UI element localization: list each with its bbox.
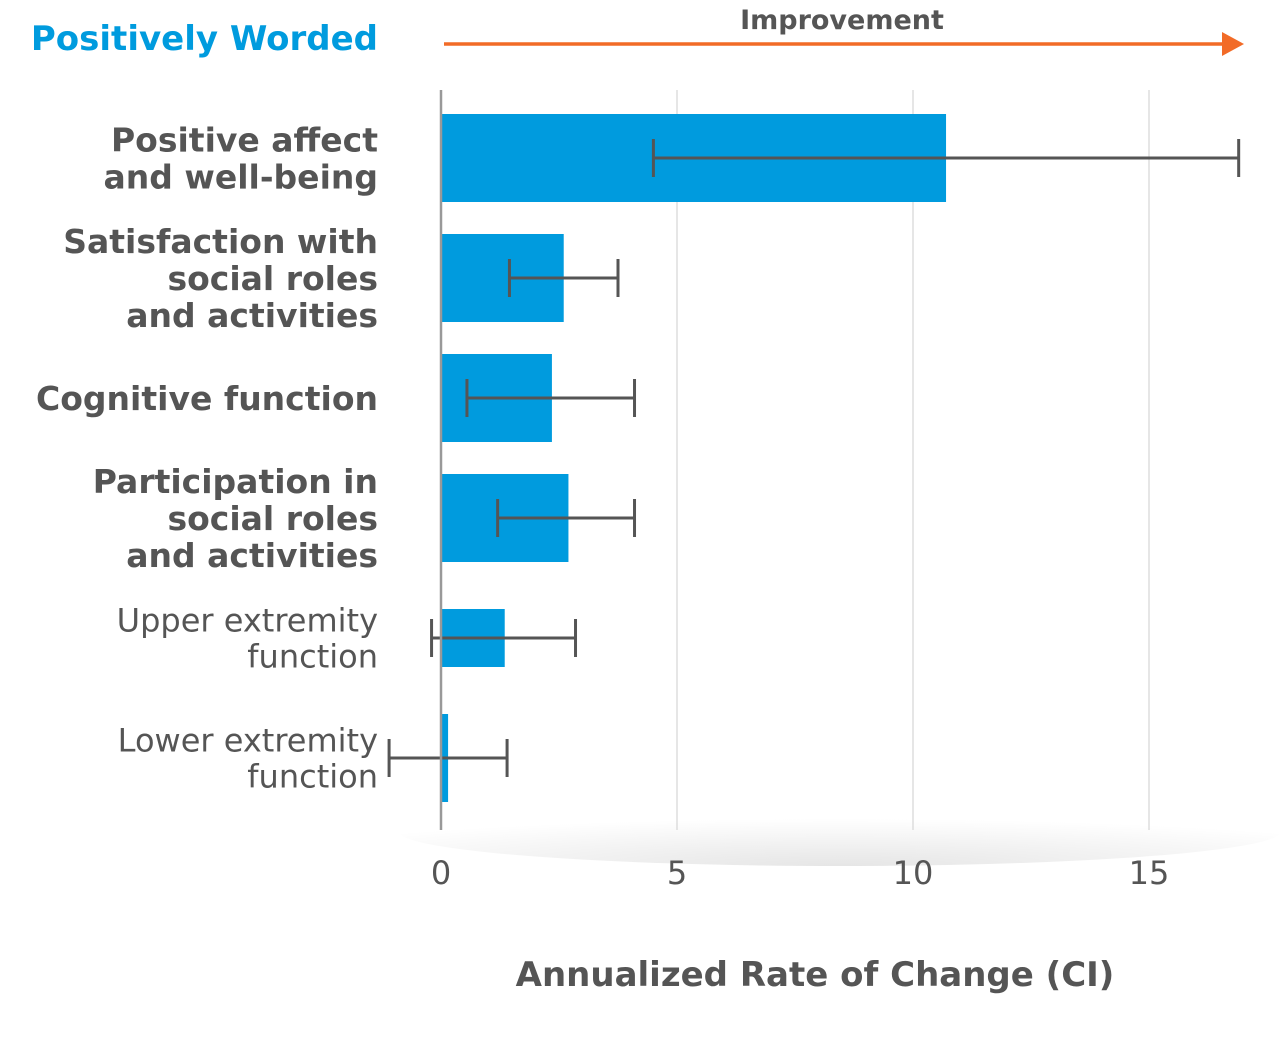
category-label: Positive affect and well-being: [104, 120, 379, 196]
category-label-line: Upper extremity: [117, 602, 378, 640]
plot-floor-shadow: [400, 798, 1280, 866]
x-tick-label: 10: [893, 854, 934, 892]
category-label-line: Lower extremity: [118, 722, 378, 760]
x-tick-label: 0: [431, 854, 451, 892]
category-label-line: Positive affect: [111, 120, 378, 159]
category-label-line: Participation in: [93, 462, 378, 501]
category-label-line: social roles: [167, 259, 378, 298]
category-label-line: and activities: [126, 296, 378, 335]
x-tick-label: 5: [667, 854, 687, 892]
category-label-line: and well-being: [104, 157, 379, 196]
category-label-line: social roles: [167, 499, 378, 538]
category-label-line: function: [247, 638, 378, 676]
x-tick-label: 15: [1129, 854, 1170, 892]
category-label-line: and activities: [126, 536, 378, 575]
category-label: Participation in social roles and activiti…: [93, 462, 378, 575]
category-label: Satisfaction with social roles and activit…: [63, 222, 378, 335]
category-label: Cognitive function: [36, 379, 378, 418]
category-label-line: function: [247, 758, 378, 796]
improvement-arrow-head: [1222, 32, 1244, 56]
category-label: Lower extremity function: [118, 722, 378, 796]
x-axis-title: Annualized Rate of Change (CI): [516, 955, 1115, 995]
category-label-line: Satisfaction with: [63, 222, 378, 261]
chart-title: Positively Worded: [31, 19, 378, 59]
category-label-line: Cognitive function: [36, 379, 378, 418]
category-label: Upper extremity function: [117, 602, 378, 676]
improvement-label: Improvement: [740, 5, 944, 36]
